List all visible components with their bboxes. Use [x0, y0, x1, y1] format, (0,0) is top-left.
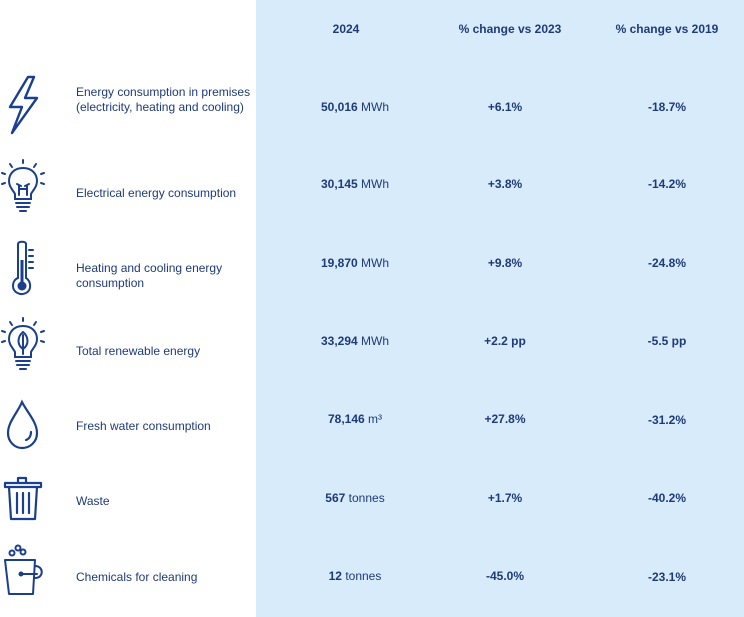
row-label: Heating and cooling energy consumption — [76, 261, 223, 290]
value-unit: MWh — [361, 100, 390, 114]
header-change-vs-2019: % change vs 2019 — [615, 22, 719, 36]
change-vs-2023: +6.1% — [487, 100, 523, 114]
row-label: Waste — [76, 494, 110, 508]
change-vs-2023: +1.7% — [487, 491, 523, 505]
row-label: Electrical energy consumption — [76, 186, 237, 200]
change-vs-2019: -40.2% — [647, 491, 687, 505]
change-vs-2019: -31.2% — [647, 413, 687, 427]
header-2024: 2024 — [332, 22, 360, 36]
value-2024: 12 tonnes — [290, 569, 420, 583]
change-vs-2019: -18.7% — [647, 100, 687, 114]
cleaning-bucket-icon — [0, 544, 46, 604]
change-vs-2023: -45.0% — [485, 569, 525, 583]
table-row: Electrical energy consumption 30,145 MWh… — [0, 155, 744, 225]
thermometer-icon — [0, 238, 46, 298]
change-vs-2019: -5.5 pp — [647, 334, 687, 348]
value-2024: 567 tonnes — [290, 491, 420, 505]
value-number: 78,146 — [327, 412, 365, 426]
row-label: Fresh water consumption — [76, 419, 211, 433]
row-label: Total renewable energy — [76, 344, 201, 358]
header-change-vs-2023: % change vs 2023 — [458, 22, 562, 36]
value-unit: MWh — [361, 177, 390, 191]
table-row: Chemicals for cleaning 12 tonnes -45.0% … — [0, 544, 744, 614]
value-number: 50,016 — [320, 100, 358, 114]
data-column-background — [256, 0, 744, 617]
value-2024: 33,294 MWh — [290, 334, 420, 348]
water-drop-icon — [0, 396, 46, 456]
change-vs-2023: +27.8% — [484, 412, 526, 426]
value-number: 19,870 — [320, 256, 358, 270]
value-unit: MWh — [361, 256, 390, 270]
leaf-bulb-icon — [0, 317, 46, 377]
table-row: Fresh water consumption 78,146 m³ +27.8%… — [0, 392, 744, 462]
value-unit: tonnes — [348, 491, 385, 505]
value-number: 567 — [325, 491, 346, 505]
value-unit: MWh — [361, 334, 390, 348]
value-number: 12 — [328, 569, 342, 583]
change-vs-2019: -24.8% — [647, 256, 687, 270]
value-unit: tonnes — [345, 569, 382, 583]
change-vs-2023: +9.8% — [487, 256, 523, 270]
value-number: 30,145 — [320, 177, 358, 191]
value-2024: 30,145 MWh — [290, 177, 420, 191]
value-number: 33,294 — [320, 334, 358, 348]
change-vs-2023: +2.2 pp — [484, 334, 526, 348]
lightning-icon — [0, 74, 46, 135]
change-vs-2019: -14.2% — [647, 177, 687, 191]
value-2024: 19,870 MWh — [290, 256, 420, 270]
change-vs-2019: -23.1% — [647, 570, 687, 584]
value-unit: m³ — [368, 412, 383, 426]
lightbulb-icon — [0, 159, 46, 219]
trash-bin-icon — [0, 473, 46, 533]
table-row: Total renewable energy 33,294 MWh +2.2 p… — [0, 313, 744, 383]
table-row: Heating and cooling energy consumption 1… — [0, 234, 744, 304]
row-label: Energy consumption in premises (electric… — [76, 85, 251, 114]
table-row: Waste 567 tonnes +1.7% -40.2% — [0, 471, 744, 541]
row-label: Chemicals for cleaning — [76, 570, 198, 584]
value-2024: 78,146 m³ — [290, 412, 420, 426]
change-vs-2023: +3.8% — [487, 177, 523, 191]
table-row: Energy consumption in premises (electric… — [0, 70, 744, 140]
value-2024: 50,016 MWh — [290, 100, 420, 114]
